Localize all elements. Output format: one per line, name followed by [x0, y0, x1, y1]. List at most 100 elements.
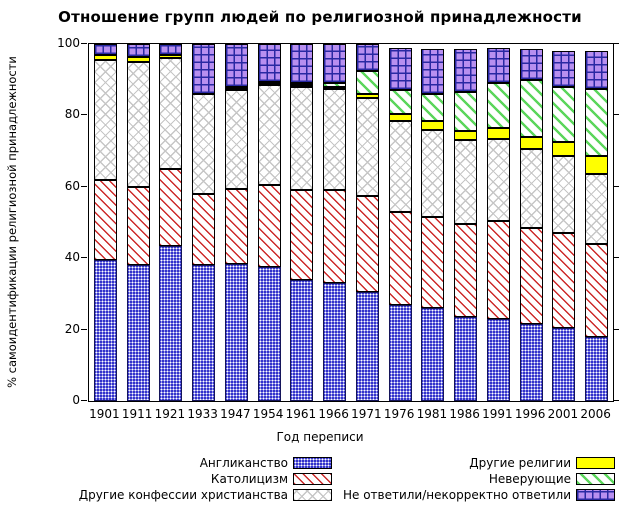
- legend-label: Другие конфессии христианства: [78, 488, 288, 502]
- bar-segment: [224, 263, 248, 401]
- x-tick-label: 1991: [482, 407, 513, 421]
- x-tick-label: 1971: [351, 407, 382, 421]
- bar-segment: [552, 233, 576, 328]
- x-tick-label: 1986: [449, 407, 480, 421]
- bar-segment: [519, 136, 543, 150]
- bar-segment: [93, 54, 117, 61]
- bar-segment: [93, 260, 117, 401]
- x-tick-label: 1961: [285, 407, 317, 421]
- axis-tick: [613, 43, 619, 44]
- bar-segment: [126, 186, 150, 266]
- bar-segment: [93, 60, 117, 180]
- bar-segment: [585, 156, 609, 175]
- y-tick-label: 0: [72, 393, 80, 407]
- bar-segment: [421, 129, 445, 218]
- axis-tick: [81, 257, 87, 259]
- axis-tick: [613, 114, 619, 116]
- x-tick-label: 1996: [514, 407, 546, 421]
- bar-segment: [192, 193, 216, 266]
- legend-swatch-gray-cross: [293, 489, 332, 501]
- bar-segment: [257, 85, 281, 186]
- bar-segment: [486, 127, 510, 139]
- x-tick-label: 1947: [220, 407, 251, 421]
- bar-segment: [388, 304, 412, 401]
- x-tick-label: 1901: [89, 407, 120, 421]
- bar-segment: [552, 86, 576, 143]
- x-tick-label: 2001: [547, 407, 579, 421]
- bar-segment: [585, 243, 609, 337]
- bar-segment: [486, 47, 510, 84]
- bar-segment: [388, 90, 412, 114]
- legend-swatch-yellow-solid: [576, 457, 615, 469]
- legend-swatch-purple-grid: [576, 489, 615, 501]
- bar-segment: [224, 88, 248, 91]
- bar-segment: [421, 120, 445, 130]
- axis-tick: [613, 185, 619, 187]
- bar-segment: [355, 195, 379, 293]
- bar-segment: [192, 265, 216, 401]
- bar-segment: [290, 83, 314, 86]
- axis-tick: [81, 185, 87, 187]
- legend-entry: Англиканство: [0, 455, 332, 471]
- legend-column: Англиканство Католицизм Другие конфессии х…: [0, 455, 332, 503]
- bar-segment: [290, 44, 314, 84]
- bar-segment: [454, 317, 478, 401]
- legend-label: Католицизм: [210, 472, 288, 486]
- bar-segment: [323, 83, 347, 87]
- bar-segment: [290, 84, 314, 87]
- bar-segment: [454, 140, 478, 225]
- bar-segment: [323, 190, 347, 284]
- bar-segment: [290, 279, 314, 401]
- bar-segment: [388, 47, 412, 91]
- y-axis-label: % самоидентификации религиозной принадле…: [5, 56, 19, 388]
- bar-segment: [355, 94, 379, 98]
- bar-segment: [421, 94, 445, 121]
- bar-segment: [486, 83, 510, 128]
- bar-segment: [486, 138, 510, 221]
- bar-segment: [519, 149, 543, 228]
- x-tick-label: 1954: [252, 407, 284, 421]
- bar-segment: [257, 185, 281, 268]
- bar-segment: [388, 211, 412, 305]
- bar-segment: [519, 227, 543, 325]
- bar-segment: [355, 44, 379, 71]
- bar-segment: [585, 336, 609, 401]
- bar-segment: [552, 156, 576, 234]
- bar-segment: [159, 54, 183, 59]
- bar-segment: [355, 97, 379, 196]
- legend-column: Другие религии Неверующие Не ответили/неко…: [283, 455, 615, 503]
- bar-segment: [323, 283, 347, 401]
- bar-segment: [257, 267, 281, 401]
- bar-segment: [224, 44, 248, 87]
- legend-entry: Другие религии: [283, 455, 615, 471]
- chart-title: Отношение групп людей по религиозной при…: [58, 8, 582, 26]
- bar-segment: [224, 86, 248, 89]
- bar-segment: [585, 88, 609, 157]
- y-tick-label: 60: [64, 178, 80, 193]
- x-tick-label: 2006: [580, 407, 611, 421]
- axis-tick: [81, 328, 87, 330]
- bar-segment: [159, 245, 183, 401]
- bar-segment: [585, 174, 609, 244]
- legend-label: Неверующие: [488, 472, 571, 486]
- bar-segment: [421, 49, 445, 94]
- bar-segment: [257, 81, 281, 84]
- bar-segment: [159, 168, 183, 246]
- bar-segment: [355, 70, 379, 94]
- y-tick-label: 80: [64, 107, 80, 122]
- bar-segment: [454, 92, 478, 132]
- bar-segment: [519, 324, 543, 401]
- bar-segment: [552, 142, 576, 157]
- axis-tick: [81, 114, 87, 116]
- bar-segment: [454, 224, 478, 318]
- plot-area: [88, 43, 614, 402]
- bar-segment: [126, 56, 150, 62]
- bar-segment: [552, 327, 576, 401]
- legend-label: Не ответили/некорректно ответили: [342, 488, 571, 502]
- x-tick-label: 1981: [416, 407, 448, 421]
- y-tick-label: 20: [64, 321, 80, 336]
- bar-segment: [159, 44, 183, 55]
- bar-segment: [486, 318, 510, 401]
- bar-segment: [224, 90, 248, 189]
